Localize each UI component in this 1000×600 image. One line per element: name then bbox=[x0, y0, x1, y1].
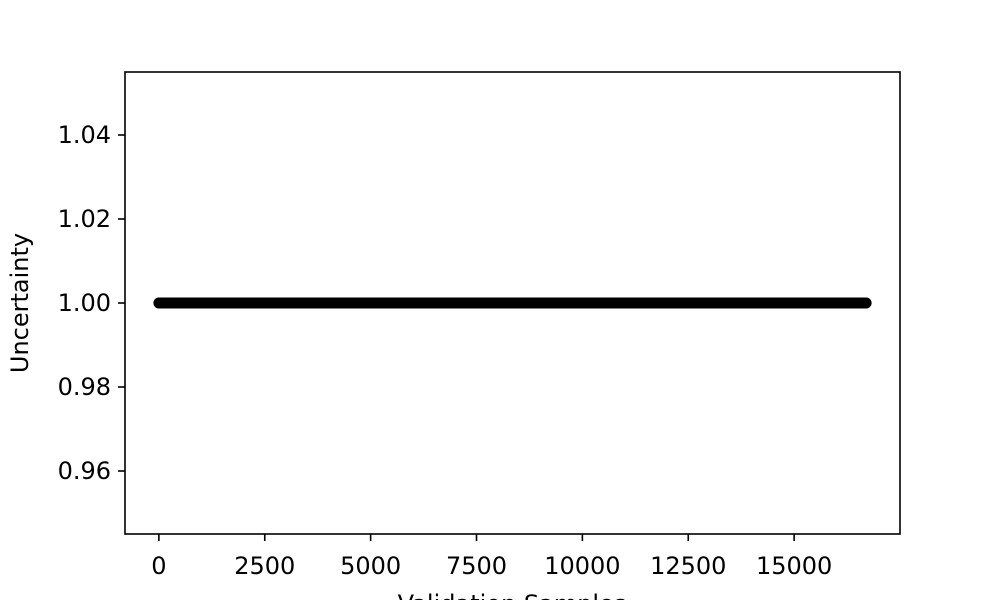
x-tick-label: 10000 bbox=[544, 552, 620, 580]
x-tick-label: 0 bbox=[151, 552, 166, 580]
y-tick-label: 0.98 bbox=[58, 373, 111, 401]
y-axis-ticks: 0.96 0.98 1.00 1.02 1.04 bbox=[58, 121, 125, 485]
x-tick-label: 5000 bbox=[340, 552, 401, 580]
x-axis-label: Validation Samples bbox=[398, 590, 627, 600]
x-tick-label: 7500 bbox=[446, 552, 507, 580]
x-tick-label: 2500 bbox=[234, 552, 295, 580]
y-tick-label: 1.00 bbox=[58, 289, 111, 317]
y-tick-label: 1.04 bbox=[58, 121, 111, 149]
series-layer bbox=[153, 297, 872, 309]
y-tick-label: 0.96 bbox=[58, 457, 111, 485]
y-axis-label: Uncertainty bbox=[6, 233, 34, 373]
x-tick-label: 15000 bbox=[756, 552, 832, 580]
x-tick-label: 12500 bbox=[650, 552, 726, 580]
y-tick-label: 1.02 bbox=[58, 205, 111, 233]
data-point bbox=[860, 297, 872, 309]
x-axis-ticks: 0 2500 5000 7500 10000 12500 15000 bbox=[151, 534, 832, 580]
